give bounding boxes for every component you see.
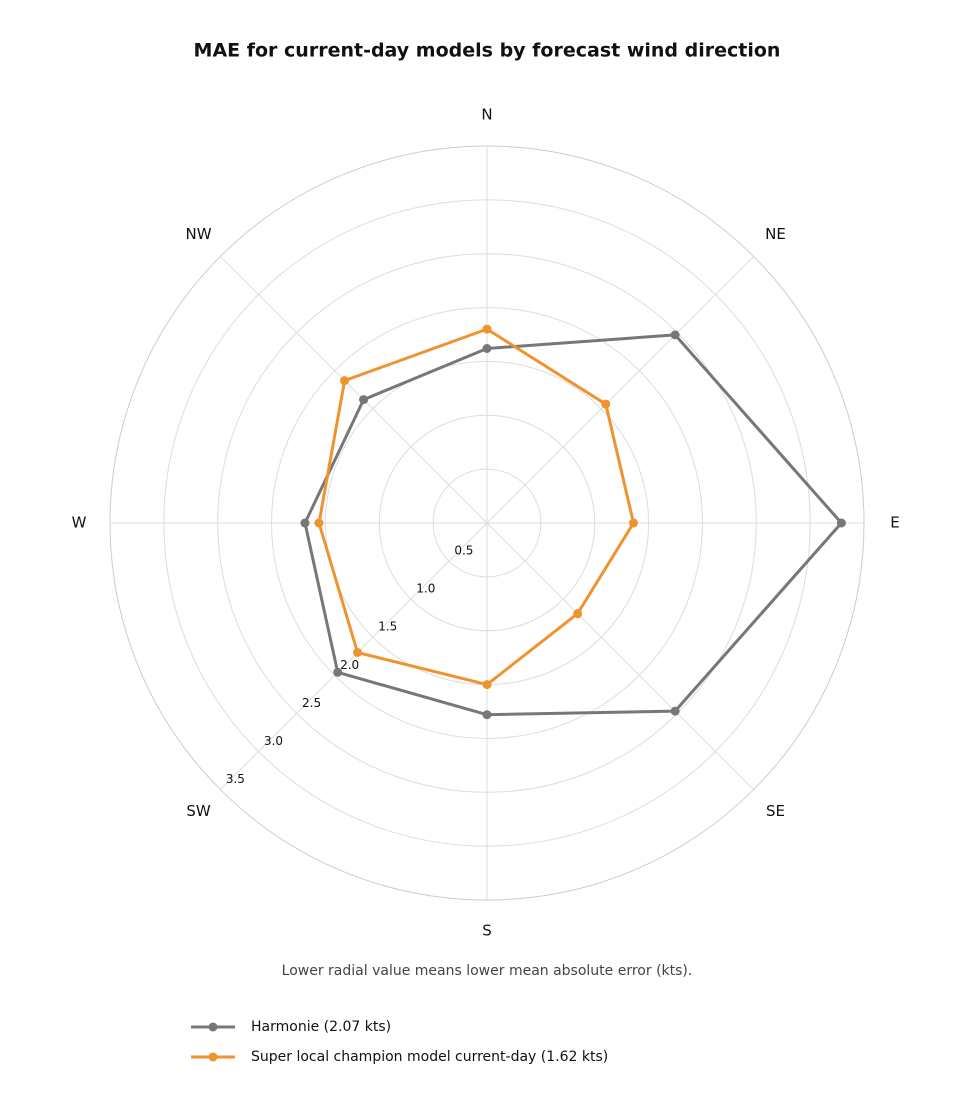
- series-marker: [482, 680, 492, 690]
- chart-note: Lower radial value means lower mean abso…: [282, 963, 693, 979]
- spoke: [486, 256, 754, 524]
- r-tick-label: 1.5: [378, 620, 397, 634]
- category-label: N: [481, 106, 492, 124]
- series-marker: [314, 518, 324, 528]
- category-label: SE: [766, 802, 785, 820]
- legend-marker: [208, 1052, 218, 1062]
- r-tick-label: 3.0: [264, 734, 283, 748]
- category-label: E: [890, 514, 899, 532]
- r-tick-label: 0.5: [454, 544, 473, 558]
- series-line: [317, 327, 635, 687]
- category-label: S: [482, 922, 492, 940]
- category-label: NW: [185, 225, 211, 243]
- series-marker: [628, 518, 638, 528]
- series-marker: [340, 376, 350, 386]
- r-tick-label: 3.5: [226, 772, 245, 786]
- legend-label: Harmonie (2.07 kts): [251, 1019, 391, 1035]
- r-tick-label: 2.0: [340, 658, 359, 672]
- series-marker: [353, 647, 363, 657]
- series-marker: [670, 706, 680, 716]
- series-marker: [482, 344, 492, 354]
- legend-label: Super local champion model current-day (…: [251, 1049, 608, 1065]
- category-label: NE: [765, 225, 786, 243]
- chart-title: MAE for current-day models by forecast w…: [194, 40, 781, 62]
- series-marker: [359, 395, 369, 405]
- spoke: [220, 256, 488, 524]
- series-marker: [601, 399, 611, 409]
- spoke: [486, 522, 754, 790]
- r-tick-label: 1.0: [416, 582, 435, 596]
- spoke: [220, 522, 488, 790]
- series-line: [303, 333, 843, 717]
- category-label: W: [72, 514, 87, 532]
- series-marker: [482, 710, 492, 720]
- legend-marker: [208, 1022, 218, 1032]
- category-label: SW: [186, 802, 211, 820]
- r-tick-label: 2.5: [302, 696, 321, 710]
- series-marker: [300, 518, 310, 528]
- series-marker: [573, 609, 583, 619]
- series-marker: [333, 667, 343, 677]
- series-marker: [482, 324, 492, 334]
- series-marker: [670, 330, 680, 340]
- series-marker: [836, 518, 846, 528]
